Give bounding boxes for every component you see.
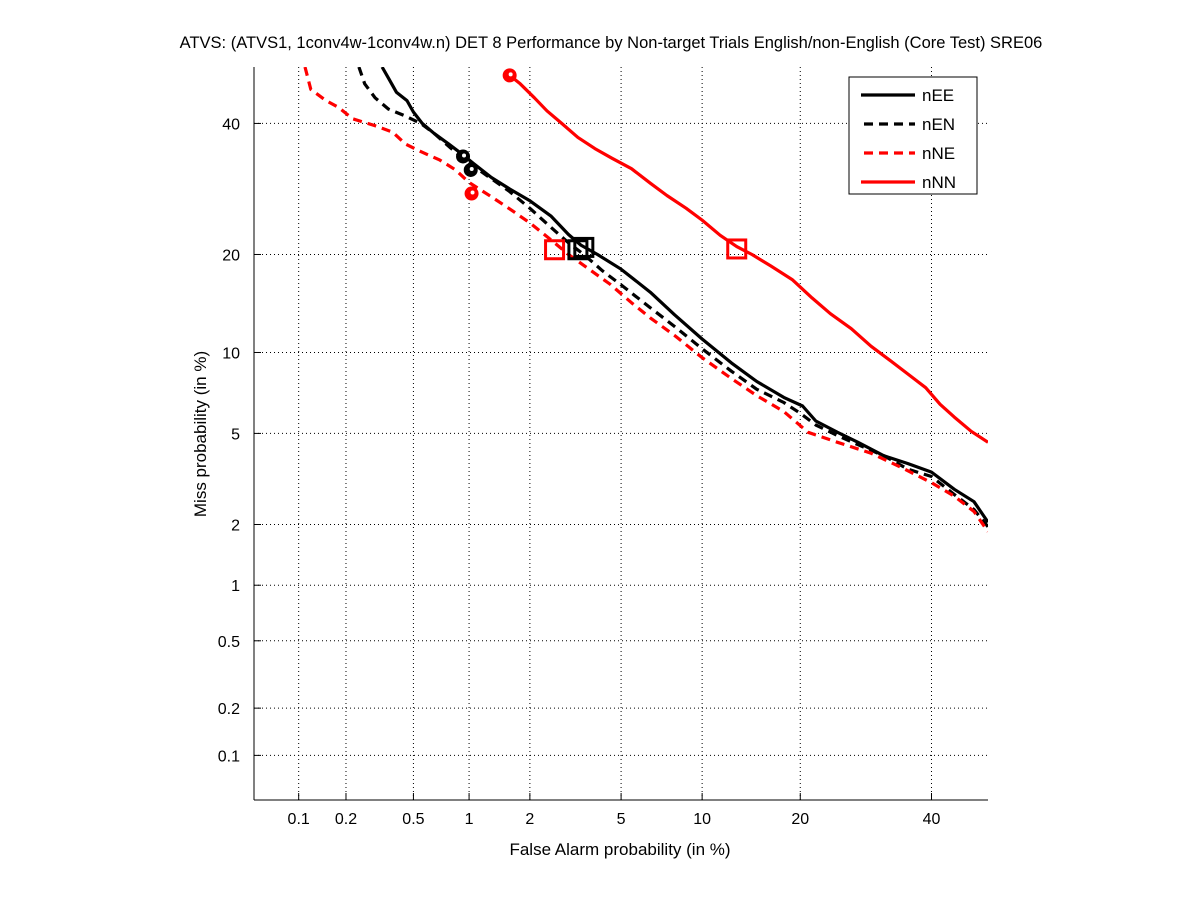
- det-curve-nNE: [303, 67, 988, 533]
- legend-label: nEN: [922, 115, 955, 134]
- x-tick-label: 1: [465, 811, 474, 828]
- min-dcf-marker-center: [508, 72, 513, 77]
- act-dcf-marker-nEE: [573, 236, 595, 258]
- x-tick-label: 0.2: [335, 811, 357, 828]
- det-curve-nEN: [357, 67, 988, 528]
- act-dcf-marker-nEN: [567, 239, 589, 261]
- x-tick-label: 0.1: [288, 811, 310, 828]
- legend: nEE nEN nNE nNN: [848, 76, 978, 195]
- x-tick-label: 5: [617, 811, 626, 828]
- dcf-markers: [456, 68, 748, 261]
- det-curve-nNN: [508, 74, 988, 444]
- y-tick-label: 2: [231, 517, 240, 534]
- y-tick-label: 40: [222, 116, 240, 133]
- act-dcf-marker-nNN: [726, 238, 748, 260]
- x-tick-label: 10: [693, 811, 711, 828]
- x-tick-label: 40: [923, 811, 941, 828]
- legend-label: nNN: [922, 173, 956, 192]
- y-axis-ticks: 0.1 0.2 0.5 1 2 5 10 20 40: [218, 116, 261, 765]
- x-axis-ticks: 0.1 0.2 0.5 1 2 5 10 20 40: [288, 793, 941, 828]
- y-tick-label: 0.5: [218, 634, 240, 651]
- act-dcf-marker-nNE: [544, 239, 566, 261]
- y-axis-title: Miss probability (in %): [191, 351, 210, 517]
- x-tick-label: 0.5: [402, 811, 424, 828]
- y-tick-label: 0.2: [218, 701, 240, 718]
- chart-title: ATVS: (ATVS1, 1conv4w-1conv4w.n) DET 8 P…: [180, 34, 1043, 52]
- min-dcf-marker-center: [462, 153, 467, 158]
- min-dcf-marker-center: [470, 190, 475, 195]
- x-tick-label: 2: [525, 811, 534, 828]
- det-curves: [303, 67, 988, 533]
- legend-label: nEE: [922, 86, 954, 105]
- y-tick-label: 1: [231, 578, 240, 595]
- x-tick-label: 20: [791, 811, 809, 828]
- x-axis-title: False Alarm probability (in %): [509, 840, 730, 859]
- y-tick-label: 10: [222, 345, 240, 362]
- min-dcf-marker-center: [469, 166, 474, 171]
- legend-label: nNE: [922, 144, 955, 163]
- y-tick-label: 20: [222, 247, 240, 264]
- y-tick-label: 5: [231, 426, 240, 443]
- y-tick-label: 0.1: [218, 748, 240, 765]
